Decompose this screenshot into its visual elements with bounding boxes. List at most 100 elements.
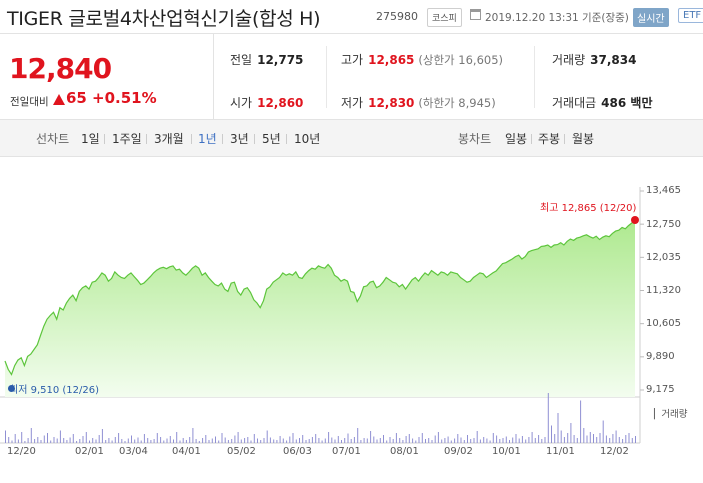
- volume-bar: [118, 433, 120, 443]
- volume-bar: [179, 440, 181, 443]
- volume-bar: [211, 438, 213, 443]
- volume-bar: [189, 437, 191, 443]
- volume-bar: [395, 433, 397, 443]
- volume-bar: [486, 438, 488, 443]
- volume-bar: [98, 435, 100, 443]
- volume-bar: [376, 439, 378, 443]
- tab-daily[interactable]: 일봉: [505, 132, 528, 146]
- volume-bar: [609, 438, 611, 443]
- quote-datetime: 2019.12.20 13:31 기준(장중): [485, 12, 629, 24]
- stat-prev-close: 전일 12,775: [230, 51, 303, 68]
- volume-bar: [43, 435, 45, 443]
- volume-bar: [215, 436, 216, 443]
- divider: [286, 134, 287, 144]
- volume-bar: [357, 428, 359, 443]
- volume-legend: ▏거래량: [654, 409, 688, 420]
- volume-bar: [541, 439, 543, 443]
- volume-bar: [69, 437, 71, 443]
- volume-bar: [17, 439, 19, 443]
- volume-bar: [295, 439, 297, 443]
- volume-bar: [525, 439, 527, 443]
- market-badge: 코스피: [427, 8, 462, 27]
- volume-bar: [618, 437, 620, 443]
- change-label: 전일대비: [10, 96, 49, 108]
- volume-bar: [570, 423, 572, 443]
- stat-value: 12,775: [257, 53, 304, 67]
- tab-5y[interactable]: 5년: [262, 132, 281, 146]
- volume-bar: [454, 438, 456, 443]
- y-tick-label: 9,175: [646, 384, 675, 395]
- volume-bar: [59, 430, 61, 443]
- volume-bar: [182, 438, 184, 443]
- volume-bar: [428, 438, 430, 443]
- tab-1y[interactable]: 1년: [198, 132, 217, 146]
- divider: [104, 134, 105, 144]
- tab-3m[interactable]: 3개월: [154, 132, 184, 146]
- volume-bar: [344, 438, 346, 443]
- volume-bar: [402, 440, 404, 443]
- volume-bar: [470, 439, 472, 443]
- volume-bar: [111, 440, 113, 443]
- price-chart[interactable]: 13,465 12,750 12,035 11,320 10,605 9,890…: [0, 157, 703, 483]
- volume-bar: [234, 435, 236, 443]
- volume-bar: [389, 437, 391, 443]
- volume-bar: [169, 436, 171, 443]
- tab-monthly[interactable]: 월봉: [572, 132, 595, 146]
- volume-bar: [147, 438, 149, 443]
- tab-10y[interactable]: 10년: [294, 132, 321, 146]
- volume-bar: [447, 436, 449, 443]
- volume-bar: [431, 440, 433, 443]
- tab-1w[interactable]: 1주일: [112, 132, 142, 146]
- y-tick-label: 9,890: [646, 351, 675, 362]
- volume-bar: [366, 438, 368, 443]
- stat-label: 거래대금: [552, 96, 597, 110]
- volume-bar: [260, 440, 262, 443]
- volume-bar: [479, 439, 481, 443]
- volume-bar: [353, 437, 355, 443]
- volume-bar: [143, 434, 145, 443]
- volume-bar: [467, 435, 468, 443]
- volume-bar: [331, 437, 333, 443]
- volume-bar: [337, 436, 339, 443]
- x-tick-label: 09/02: [444, 446, 473, 457]
- volume-bar: [266, 430, 268, 443]
- volume-bar: [95, 439, 97, 443]
- volume-bar: [273, 439, 275, 443]
- realtime-badge[interactable]: 실시간: [633, 8, 669, 27]
- volume-bar: [379, 438, 381, 443]
- divider: [254, 134, 255, 144]
- volume-bar: [612, 434, 614, 443]
- x-tick-label: 04/01: [172, 446, 201, 457]
- volume-bar: [237, 432, 239, 443]
- volume-bar: [231, 439, 233, 443]
- tab-1d[interactable]: 1일: [81, 132, 100, 146]
- stat-label: 고가: [341, 53, 364, 67]
- volume-bar: [518, 438, 520, 443]
- tab-3y[interactable]: 3년: [230, 132, 249, 146]
- volume-bar: [437, 432, 439, 443]
- volume-bar: [383, 435, 384, 443]
- volume-bar: [263, 438, 265, 443]
- volume-bar: [321, 440, 323, 443]
- volume-bar: [521, 436, 523, 443]
- volume-bar: [85, 432, 87, 443]
- volume-bar: [505, 436, 507, 443]
- volume-bar: [208, 440, 210, 443]
- volume-bar: [408, 434, 410, 443]
- divider: [222, 134, 223, 144]
- volume-bar: [221, 433, 223, 443]
- volume-bar: [305, 440, 307, 443]
- volume-bar: [450, 440, 452, 443]
- volume-bar: [531, 432, 533, 443]
- volume-bar: [218, 440, 220, 443]
- volume-bar: [198, 441, 200, 443]
- volume-bar: [405, 436, 407, 443]
- stat-label: 전일: [230, 53, 253, 67]
- volume-bar: [11, 440, 13, 443]
- volume-bar: [399, 438, 401, 443]
- x-tick-label: 12/20: [7, 446, 36, 457]
- tab-weekly[interactable]: 주봉: [538, 132, 561, 146]
- volume-bar: [551, 425, 552, 443]
- volume-bar: [538, 435, 540, 443]
- stat-value: 486 백만: [601, 96, 653, 110]
